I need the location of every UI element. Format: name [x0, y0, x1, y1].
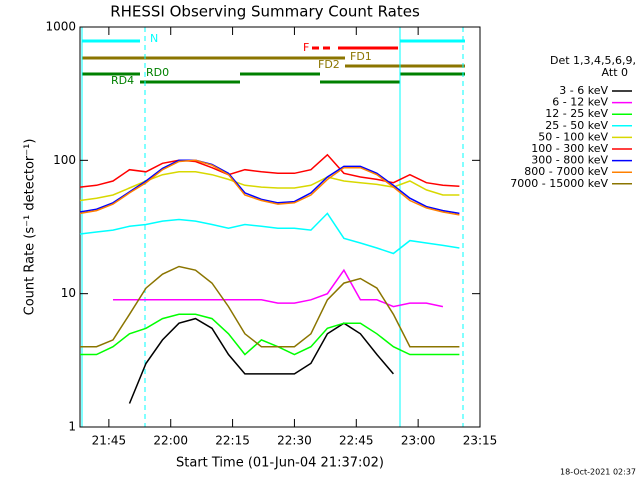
legend-label: 800 - 7000 keV — [524, 165, 608, 178]
chart-title: RHESSI Observing Summary Count Rates — [110, 3, 420, 21]
y-tick-label: 1 — [68, 420, 76, 434]
flag-label: FD1 — [350, 50, 372, 63]
x-axis-label: Start Time (01-Jun-04 21:37:02) — [176, 456, 384, 471]
series-line — [79, 153, 460, 188]
legend-label: 6 - 12 keV — [552, 96, 608, 109]
legend-label: 300 - 800 keV — [531, 154, 608, 167]
series-line — [79, 159, 460, 216]
flag-label: RD0 — [146, 66, 169, 79]
x-tick-label: 22:30 — [277, 434, 312, 448]
flag-label: N — [150, 32, 158, 45]
legend-label: 12 - 25 keV — [545, 107, 608, 120]
y-tick-label: 100 — [53, 153, 76, 167]
x-tick-label: 21:45 — [92, 434, 127, 448]
flag-bars — [82, 39, 465, 84]
timestamp: 18-Oct-2021 02:37 — [560, 468, 636, 477]
y-tick-label: 1000 — [45, 20, 76, 34]
y-tick-label: 10 — [61, 286, 76, 300]
flag-label: FD2 — [318, 58, 340, 71]
legend-label: 100 - 300 keV — [531, 142, 608, 155]
x-tick-label: 23:00 — [401, 434, 436, 448]
x-tick-label: 22:45 — [339, 434, 374, 448]
x-tick-label: 22:15 — [215, 434, 250, 448]
legend-title: Det 1,3,4,5,6,9, — [550, 54, 636, 67]
series-line — [80, 265, 460, 348]
legend-label: 50 - 100 keV — [538, 130, 608, 143]
flag-label: F — [303, 41, 309, 54]
series-line — [128, 317, 394, 404]
flag-label: RD4 — [111, 74, 134, 87]
legend-label: 7000 - 15000 keV — [510, 177, 608, 190]
series-line — [80, 313, 460, 356]
series-line — [79, 212, 460, 255]
series-line — [113, 268, 444, 308]
legend-label: 25 - 50 keV — [545, 119, 608, 132]
y-axis-label: Count Rate (s⁻¹ detector⁻¹) — [23, 139, 38, 316]
plot-frame — [79, 26, 481, 428]
legend-title: Att 0 — [602, 66, 628, 79]
night-lines — [81, 27, 464, 427]
x-tick-label: 22:00 — [153, 434, 188, 448]
legend-label: 3 - 6 keV — [559, 84, 608, 97]
series-line — [79, 159, 460, 215]
x-tick-label: 23:15 — [463, 434, 498, 448]
